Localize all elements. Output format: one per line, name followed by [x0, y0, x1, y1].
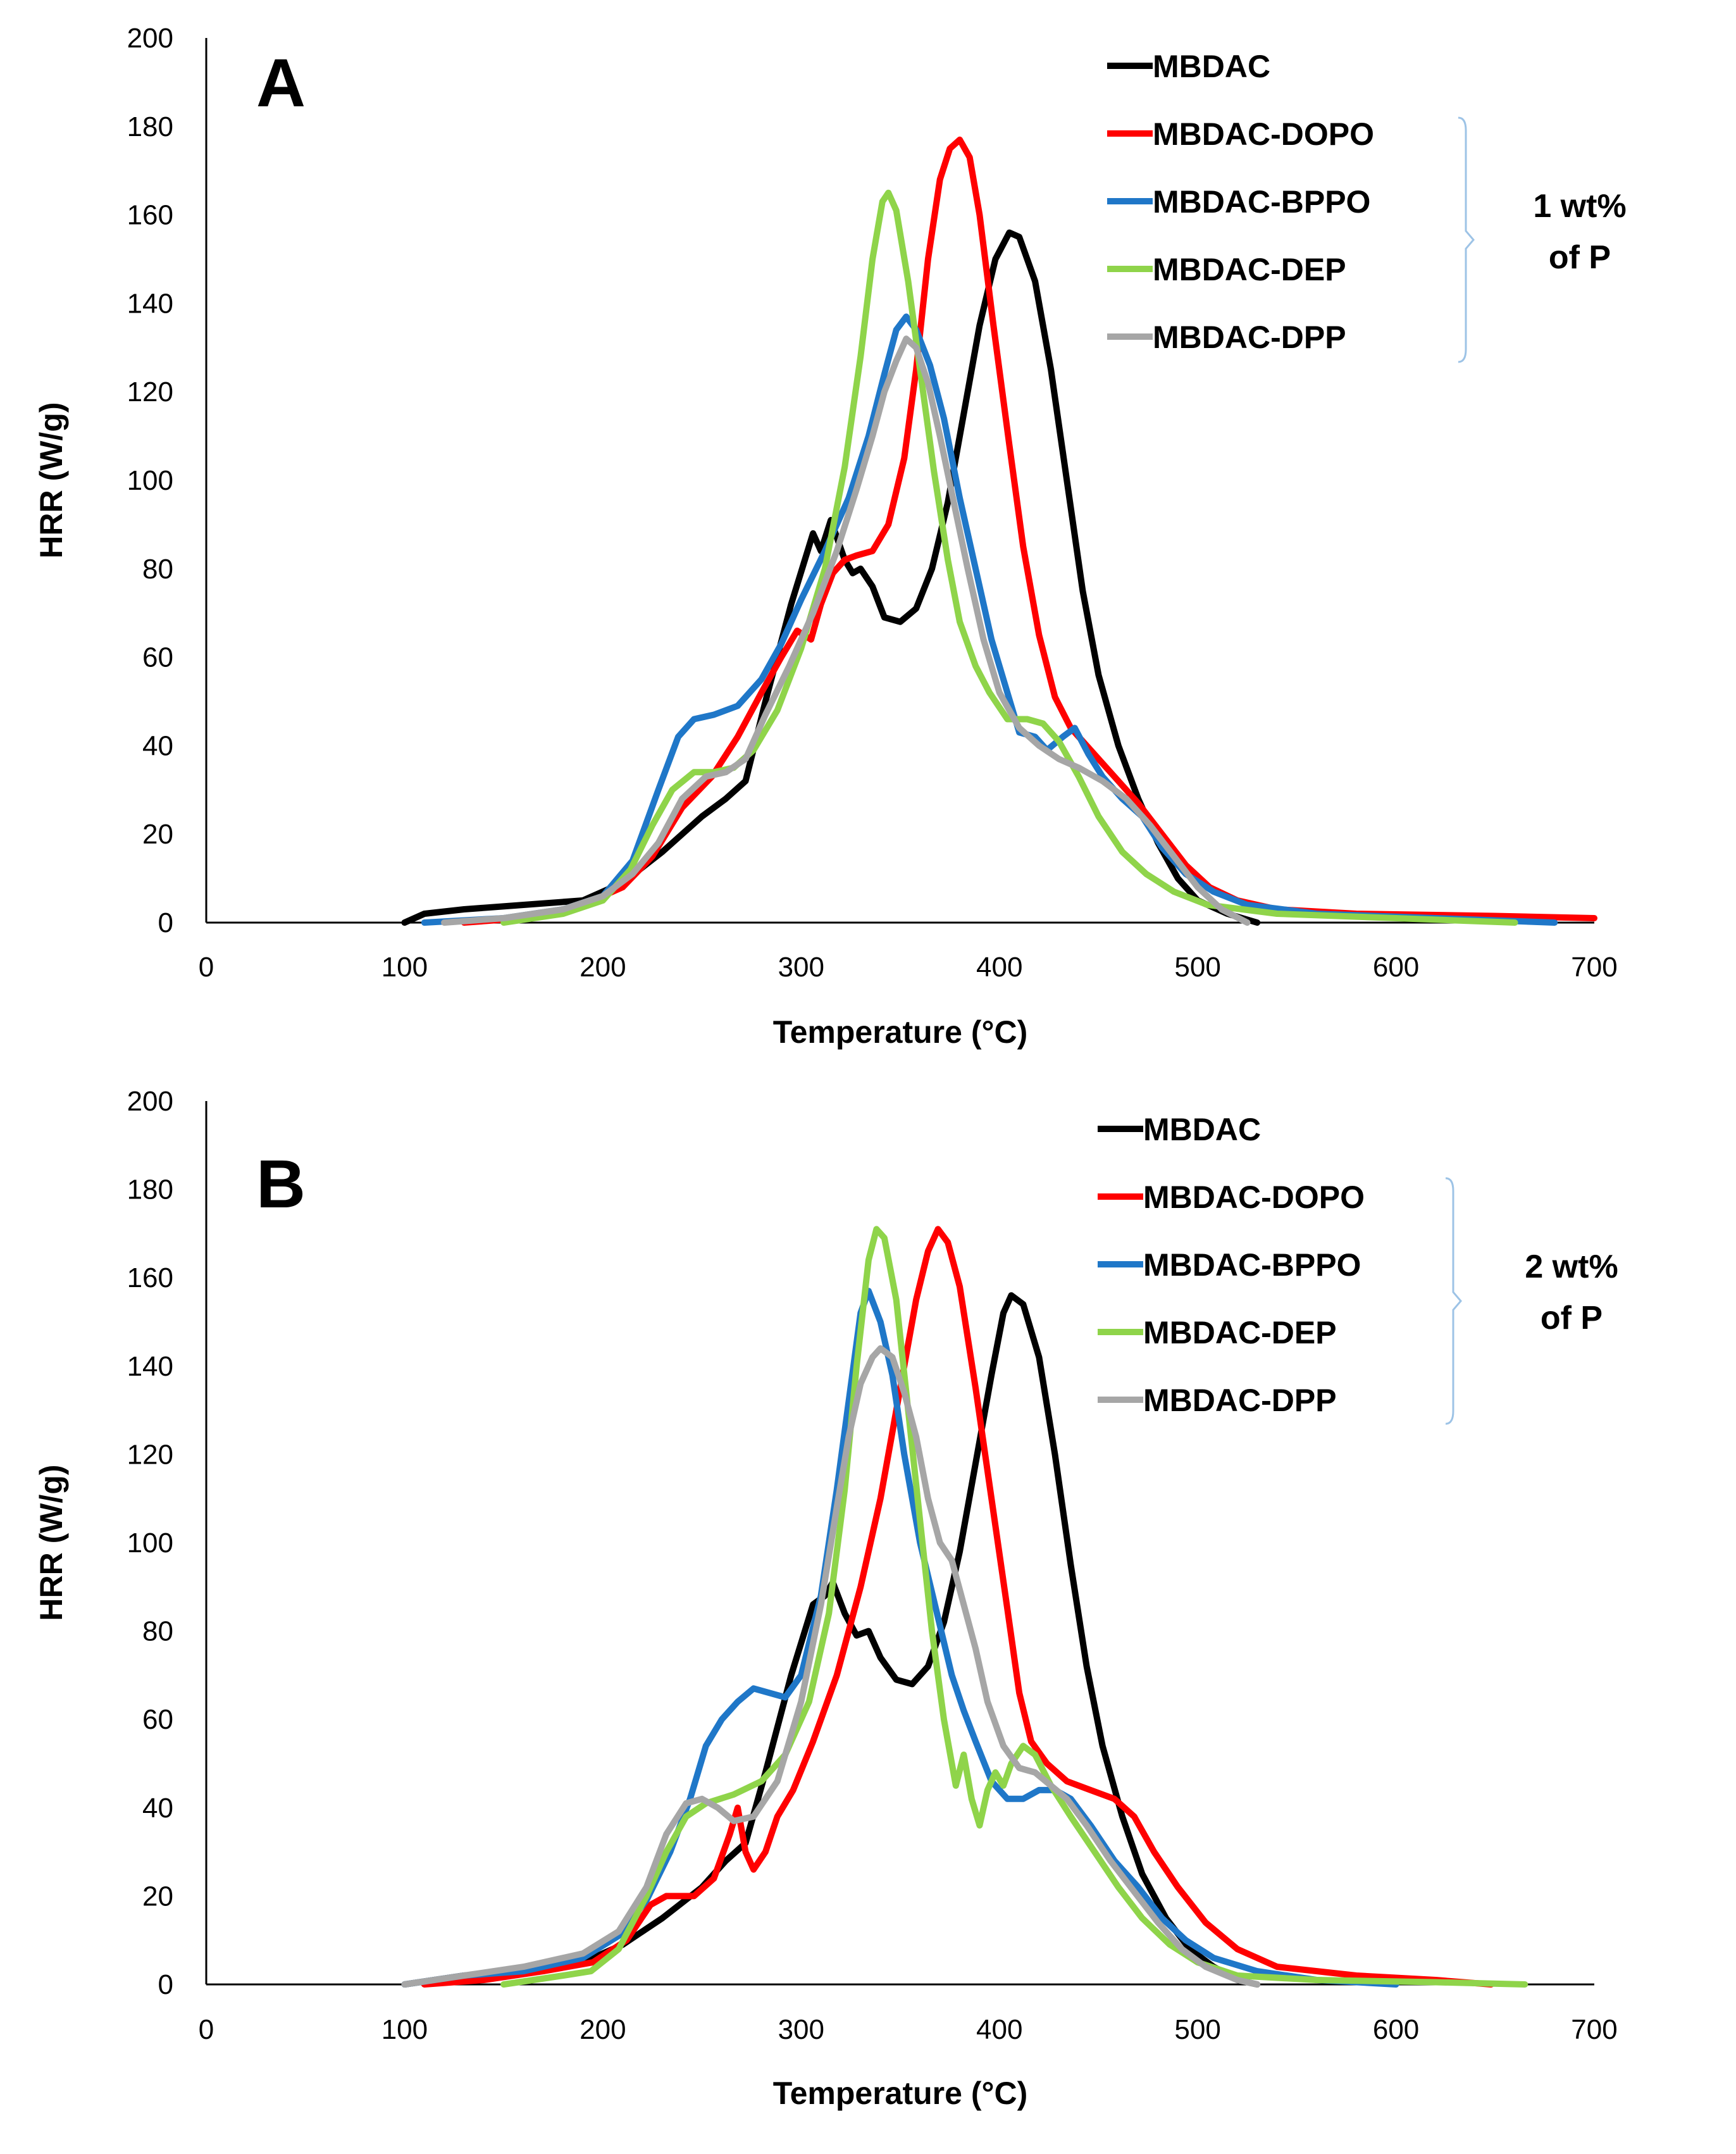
series-line-mbdac-dopo [461, 136, 1597, 926]
bracket-label: 2 wt% [1525, 1248, 1618, 1285]
series-line-mbdac-dpp [441, 335, 1251, 926]
y-tick-label: 140 [127, 1351, 173, 1382]
x-tick-label: 0 [199, 952, 214, 983]
series-line-mbdac-dep [500, 189, 1518, 926]
y-tick-label: 120 [127, 1439, 173, 1470]
y-tick-label: 80 [142, 1616, 173, 1647]
series-line-mbdac-dpp [401, 1345, 1261, 1988]
x-tick-label: 400 [976, 2014, 1022, 2045]
bracket-label: 1 wt% [1533, 188, 1626, 225]
legend-entry: MBDAC [1153, 49, 1270, 84]
legend-entry: MBDAC-DEP [1143, 1315, 1337, 1350]
y-tick-label: 160 [127, 200, 173, 231]
y-axis-title: HRR (W/g) [34, 402, 69, 558]
legend-entry: MBDAC-DOPO [1143, 1180, 1365, 1215]
y-tick-label: 100 [127, 465, 173, 496]
chart-panel-a: 0 20 40 60 80 100 120 140 160 180 200 0 100 200 300 400… [34, 23, 1627, 1050]
x-tick-label: 0 [199, 2014, 214, 2045]
legend-bracket [1458, 116, 1475, 363]
panel-label: A [256, 44, 306, 121]
x-tick-label: 300 [778, 2014, 824, 2045]
y-tick-label: 0 [158, 907, 173, 938]
y-tick-label: 200 [127, 1086, 173, 1117]
y-tick-label: 40 [142, 730, 173, 761]
y-tick-label: 40 [142, 1793, 173, 1824]
y-tick-label: 140 [127, 288, 173, 319]
y-tick-label: 160 [127, 1262, 173, 1293]
legend-entry: MBDAC [1143, 1112, 1261, 1147]
series-line-mbdac-dopo [421, 1226, 1494, 1988]
x-tick-label: 700 [1571, 2014, 1617, 2045]
bracket-label: of P [1541, 1300, 1603, 1336]
x-tick-label: 100 [381, 952, 428, 983]
y-axis-title: HRR (W/g) [34, 1464, 69, 1621]
chart-panel-b: 0 20 40 60 80 100 120 140 160 180 200 0 100 200 300 400… [34, 1086, 1618, 2111]
x-tick-label: 700 [1571, 952, 1617, 983]
y-tick-label: 180 [127, 1174, 173, 1205]
series-line-mbdac [401, 229, 1261, 926]
legend-entry: MBDAC-BPPO [1153, 184, 1370, 220]
y-tick-label: 20 [142, 819, 173, 850]
y-tick-label: 100 [127, 1528, 173, 1559]
y-tick-label: 60 [142, 1704, 173, 1735]
y-tick-label: 80 [142, 554, 173, 585]
y-tick-label: 0 [158, 1969, 173, 2000]
y-tick-label: 200 [127, 23, 173, 54]
x-tick-label: 100 [381, 2014, 428, 2045]
y-tick-label: 60 [142, 642, 173, 673]
x-tick-label: 600 [1373, 2014, 1419, 2045]
series-line-mbdac-bppo [421, 313, 1558, 926]
x-tick-label: 200 [580, 2014, 626, 2045]
legend-entry: MBDAC-DOPO [1153, 116, 1374, 152]
legend-entry: MBDAC-DPP [1153, 320, 1346, 355]
x-tick-label: 200 [580, 952, 626, 983]
x-tick-label: 500 [1174, 952, 1220, 983]
x-tick-label: 400 [976, 952, 1022, 983]
legend-bracket [1445, 1177, 1462, 1425]
y-tick-label: 180 [127, 111, 173, 142]
x-axis-title: Temperature (°C) [773, 1014, 1027, 1050]
legend-entry: MBDAC-DPP [1143, 1383, 1337, 1418]
series-line-mbdac-dep [500, 1226, 1528, 1988]
x-tick-label: 600 [1373, 952, 1419, 983]
legend-entry: MBDAC-BPPO [1143, 1247, 1361, 1283]
panel-label: B [256, 1145, 306, 1222]
x-tick-label: 500 [1174, 2014, 1220, 2045]
x-axis-title: Temperature (°C) [773, 2076, 1027, 2111]
x-tick-label: 300 [778, 952, 824, 983]
y-tick-label: 20 [142, 1881, 173, 1912]
y-tick-label: 120 [127, 377, 173, 408]
legend-entry: MBDAC-DEP [1153, 252, 1346, 287]
bracket-label: of P [1549, 239, 1611, 276]
